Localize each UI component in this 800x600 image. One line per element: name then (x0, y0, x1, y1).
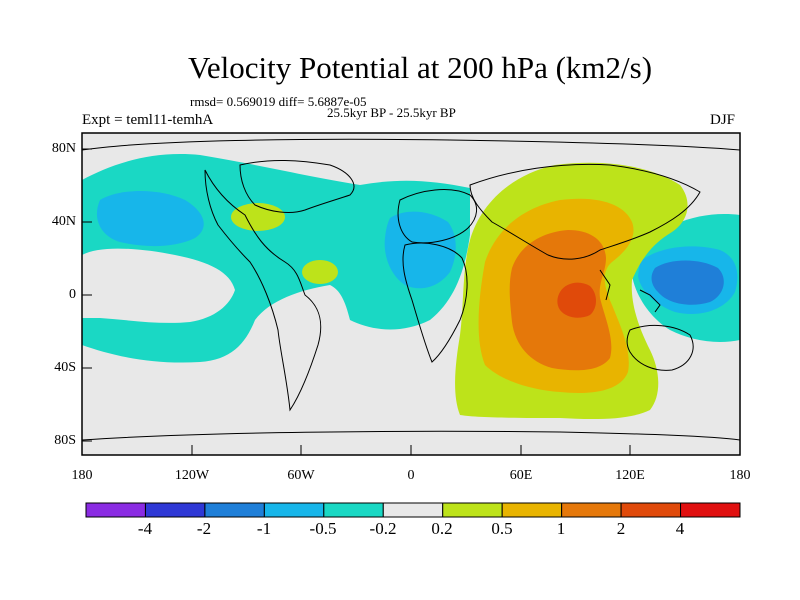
negative-region-atlantic-africa (384, 211, 456, 289)
lat-ticks (82, 148, 92, 442)
lon-label-120e: 120E (615, 468, 645, 483)
colorbar-swatch (263, 502, 325, 518)
contour-fill (82, 138, 740, 441)
lat-label-40s: 40S (54, 360, 76, 375)
lat-label-80s: 80S (54, 433, 76, 448)
colorbar-swatch (85, 502, 146, 518)
lon-label-0: 0 (407, 468, 415, 483)
colorbar-label: -2 (196, 519, 212, 538)
lon-label-180-west: 180 (71, 468, 93, 483)
colorbar-label: 2 (616, 519, 626, 538)
colorbar-swatch (442, 502, 503, 518)
negative-region-west-pacific-peak (651, 260, 724, 305)
colorbar-swatch (680, 502, 741, 518)
lat-label-0: 0 (69, 287, 76, 302)
lon-label-180-east: 180 (729, 468, 751, 483)
lat-label-80n: 80N (51, 141, 76, 156)
colorbar-swatch (323, 502, 384, 518)
map-title: Velocity Potential at 200 hPa (km2/s) (187, 50, 653, 85)
colorbar-label: -1 (256, 519, 272, 538)
negative-region-south-pacific (82, 248, 235, 323)
positive-region-north-america (231, 203, 285, 231)
colorbar-swatch (382, 502, 444, 518)
colorbar (85, 502, 741, 518)
colorbar-label: 4 (675, 519, 685, 538)
colorbar-label: -4 (137, 519, 153, 538)
colorbar-label: 1 (556, 519, 566, 538)
lon-label-60e: 60E (509, 468, 533, 483)
positive-region-core (557, 282, 596, 318)
colorbar-label: 0.2 (431, 519, 453, 538)
colorbar-swatch (501, 502, 563, 518)
colorbar-swatch (144, 502, 206, 518)
colorbar-swatch (204, 502, 265, 518)
colorbar-swatch (620, 502, 682, 518)
negative-region-northeast-pacific (96, 191, 204, 247)
period-label: 25.5kyr BP - 25.5kyr BP (327, 105, 456, 120)
coastlines (82, 138, 740, 441)
lat-label-40n: 40N (51, 214, 76, 229)
lon-label-120w: 120W (174, 468, 210, 483)
lon-label-60w: 60W (287, 468, 315, 483)
positive-region-caribbean (302, 260, 338, 284)
experiment-label: Expt = teml11-temhA (82, 112, 214, 128)
colorbar-label: 0.5 (491, 519, 513, 538)
season-label: DJF (710, 112, 736, 128)
colorbar-label: -0.5 (309, 519, 337, 538)
rmsd-diff-stats: rmsd= 0.569019 diff= 5.6887e-05 (190, 94, 367, 109)
colorbar-swatch (561, 502, 622, 518)
lon-ticks (81, 445, 741, 455)
colorbar-label: -0.2 (369, 519, 397, 538)
